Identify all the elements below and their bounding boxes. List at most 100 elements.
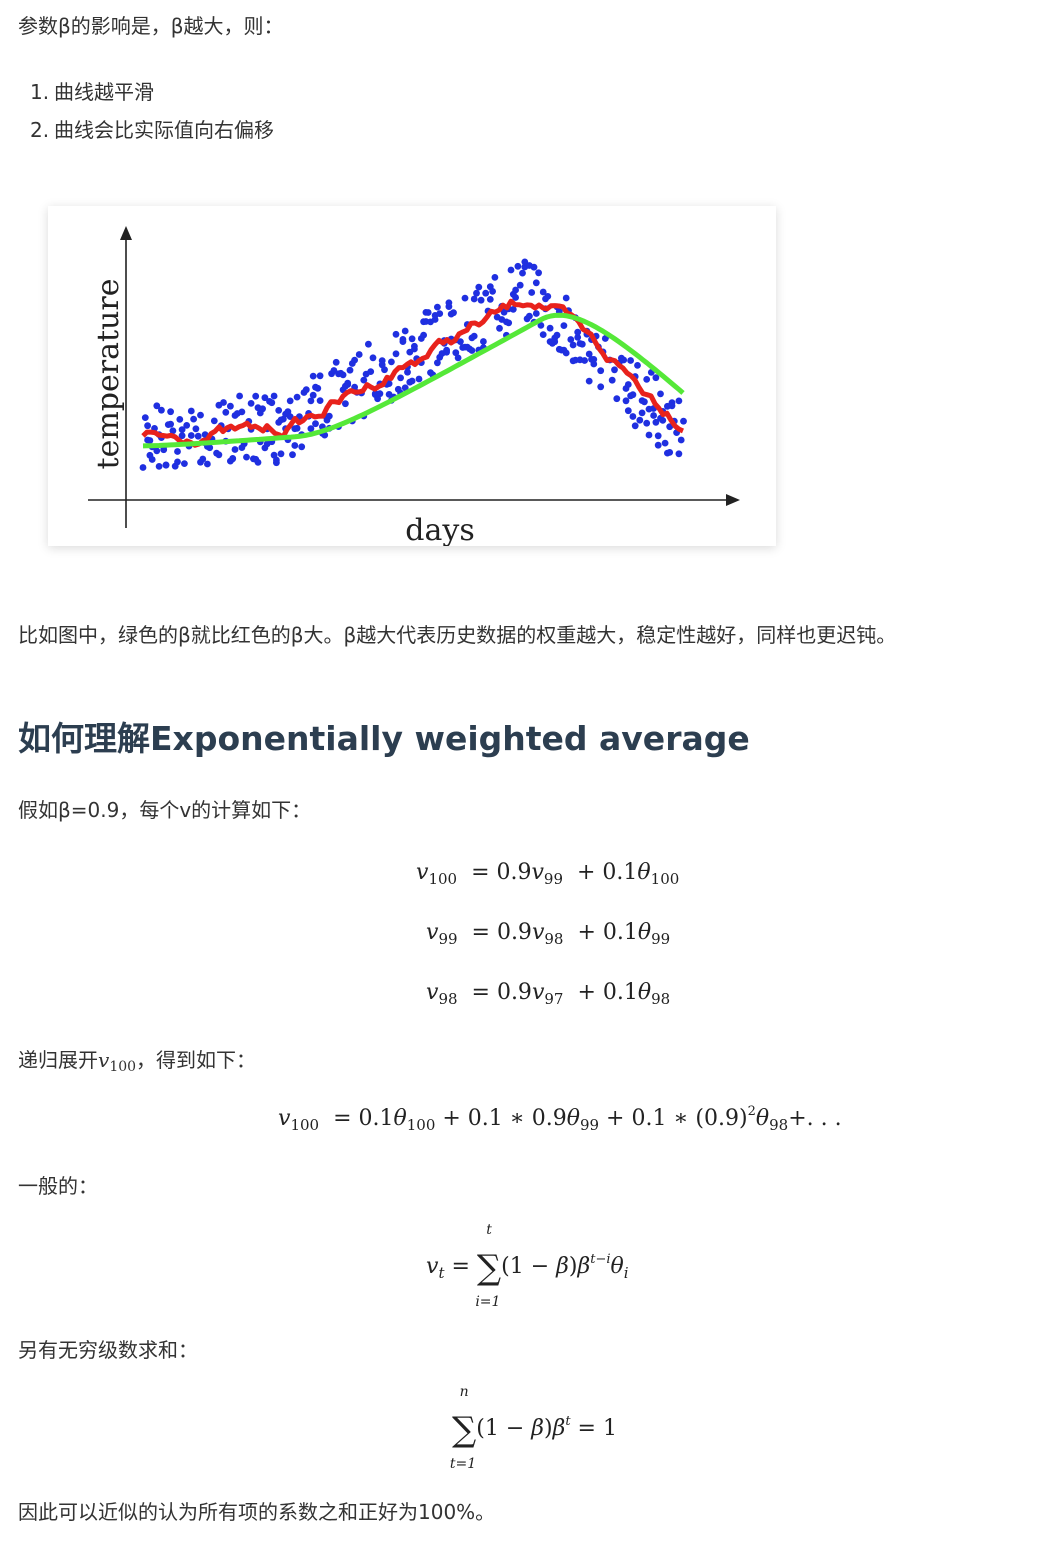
data-point — [585, 377, 593, 385]
data-point — [434, 359, 441, 367]
data-point — [652, 374, 660, 382]
data-point — [519, 269, 526, 277]
data-point — [553, 331, 561, 339]
data-point — [677, 436, 685, 444]
data-point — [360, 376, 368, 384]
data-point — [286, 397, 294, 405]
data-point — [259, 405, 266, 413]
data-point — [530, 263, 538, 271]
data-point — [489, 288, 496, 295]
equation-v100: v100 = 0.9v99 + 0.1θ100 — [416, 860, 680, 888]
data-point — [273, 456, 280, 464]
data-point — [569, 341, 577, 349]
data-point — [215, 451, 223, 459]
data-point — [344, 381, 352, 388]
data-point — [650, 412, 657, 419]
data-point — [629, 391, 637, 399]
list-item: 1. 曲线越平滑 — [30, 78, 154, 106]
data-point — [153, 402, 161, 410]
data-point — [381, 366, 388, 374]
data-point — [415, 375, 423, 383]
data-point — [307, 425, 315, 432]
data-point — [611, 366, 618, 374]
temperature-plot: temperature days — [88, 226, 740, 546]
data-point — [158, 406, 165, 414]
data-point — [355, 351, 363, 358]
data-point — [392, 350, 400, 358]
data-point — [470, 295, 478, 303]
data-point — [298, 443, 306, 451]
data-point — [624, 381, 632, 388]
data-point — [516, 281, 524, 289]
conclusion-text: 因此可以近似的认为所有项的系数之和正好为100%。 — [18, 1500, 496, 1524]
data-point — [162, 461, 170, 469]
data-point — [562, 349, 570, 357]
data-point — [376, 390, 384, 398]
data-point — [270, 392, 278, 400]
data-point — [631, 422, 639, 430]
data-point — [629, 413, 637, 420]
data-point — [238, 408, 246, 416]
data-point — [597, 367, 605, 375]
data-point — [482, 289, 490, 297]
data-point — [169, 427, 177, 435]
data-point — [641, 398, 648, 406]
recursive-text: 递归展开v100，得到如下： — [18, 1046, 256, 1074]
data-point — [314, 384, 322, 392]
data-point — [560, 322, 568, 329]
data-point — [661, 439, 669, 447]
data-point — [139, 464, 147, 471]
data-point — [399, 338, 407, 345]
data-point — [526, 312, 533, 320]
data-point — [532, 279, 540, 287]
data-point — [275, 407, 283, 414]
data-point — [220, 399, 227, 406]
data-point — [509, 306, 517, 313]
data-point — [620, 356, 628, 364]
data-point — [608, 376, 616, 384]
data-point — [286, 413, 294, 420]
data-point — [420, 331, 427, 339]
data-point — [539, 331, 547, 338]
data-point — [505, 319, 513, 327]
general-text: 一般的： — [18, 1174, 98, 1198]
data-point — [544, 293, 552, 300]
data-point — [227, 402, 234, 410]
data-point — [624, 407, 632, 415]
data-point — [346, 366, 354, 374]
data-point — [477, 296, 485, 304]
list-text: 曲线会比实际值向右偏移 — [54, 118, 274, 142]
data-point — [231, 446, 239, 453]
data-point — [496, 324, 503, 332]
data-point — [210, 417, 218, 425]
red-curve — [141, 298, 684, 448]
data-point — [457, 338, 464, 345]
data-point — [627, 357, 634, 364]
intro-text: 参数β的影响是，β越大，则： — [18, 14, 284, 38]
data-point — [514, 262, 522, 270]
data-point — [293, 393, 301, 401]
data-point — [537, 322, 545, 329]
data-point — [178, 426, 186, 433]
data-point — [643, 419, 651, 427]
data-point — [351, 356, 358, 364]
data-point — [307, 397, 315, 405]
data-point — [204, 460, 211, 468]
data-point — [613, 395, 621, 403]
data-point — [339, 371, 347, 379]
data-point — [153, 447, 161, 455]
green-curve — [142, 312, 685, 449]
data-point — [470, 332, 478, 340]
data-point — [512, 286, 519, 294]
data-point — [666, 449, 674, 456]
data-point — [367, 368, 375, 375]
data-point — [404, 368, 411, 376]
data-point — [316, 397, 324, 404]
data-point — [408, 377, 416, 385]
x-axis-arrow — [726, 494, 740, 506]
data-point — [652, 418, 660, 426]
data-point — [144, 422, 151, 430]
data-point — [675, 450, 683, 458]
data-point — [434, 303, 441, 311]
temperature-figure: temperature days — [48, 206, 776, 546]
